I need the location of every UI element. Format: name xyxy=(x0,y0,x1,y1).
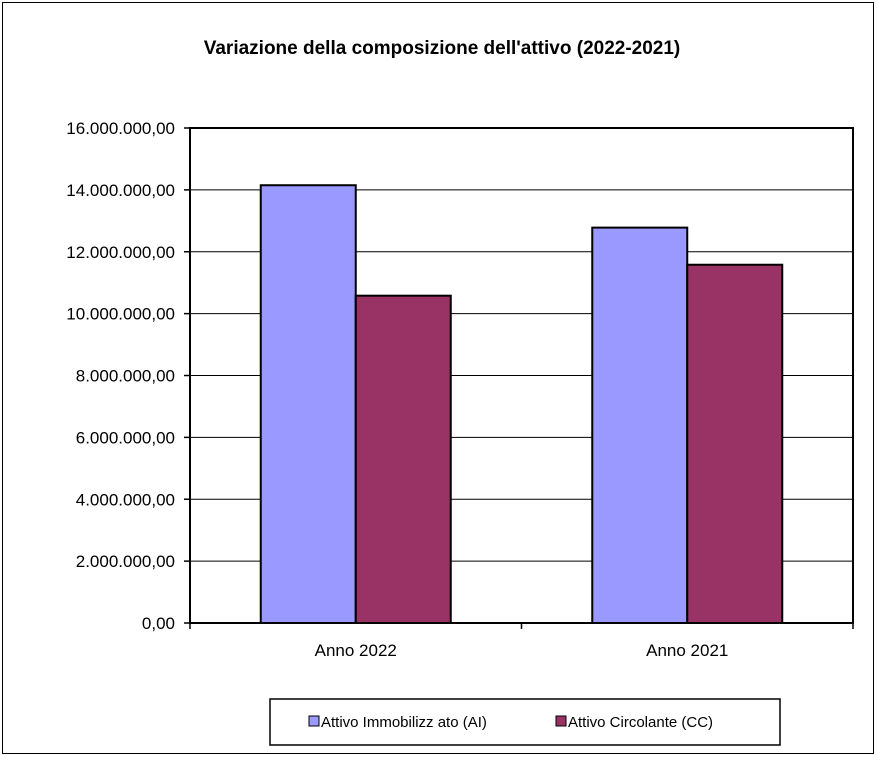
y-axis: 0,00 2.000.000,00 4.000.000,00 6.000.000,00… xyxy=(66,119,190,633)
x-axis: Anno 2022 Anno 2021 xyxy=(189,623,854,660)
bar-attivo-circolante-anno-2021 xyxy=(686,263,784,624)
legend-label-attivo-circolante: Attivo Circolante (CC) xyxy=(568,714,713,731)
legend-swatch-attivo-circolante xyxy=(555,715,567,727)
y-tick-label: 4.000.000,00 xyxy=(76,490,175,509)
x-category-label: Anno 2021 xyxy=(646,641,728,660)
legend-box xyxy=(269,698,781,746)
y-tick-label: 0,00 xyxy=(142,614,175,633)
bar-attivo-circolante-anno-2022 xyxy=(354,294,452,624)
y-tick-label: 6.000.000,00 xyxy=(76,428,175,447)
legend-swatch-attivo-immobilizzato xyxy=(308,715,320,727)
legend-label-attivo-immobilizzato: Attivo Immobilizz ato (AI) xyxy=(321,714,487,731)
x-category-label: Anno 2022 xyxy=(315,641,397,660)
y-tick-label: 12.000.000,00 xyxy=(66,243,175,262)
chart-title: Variazione della composizione dell'attiv… xyxy=(204,38,681,59)
bar-attivo-immobilizzato-anno-2022 xyxy=(259,184,357,624)
legend: Attivo Immobilizz ato (AI) Attivo Circol… xyxy=(269,698,781,746)
bar-attivo-immobilizzato-anno-2021 xyxy=(591,226,689,624)
y-tick-label: 10.000.000,00 xyxy=(66,305,175,324)
y-tick-label: 8.000.000,00 xyxy=(76,367,175,386)
bars xyxy=(259,184,784,624)
y-tick-label: 16.000.000,00 xyxy=(66,119,175,138)
y-tick-label: 14.000.000,00 xyxy=(66,181,175,200)
y-tick-label: 2.000.000,00 xyxy=(76,552,175,571)
